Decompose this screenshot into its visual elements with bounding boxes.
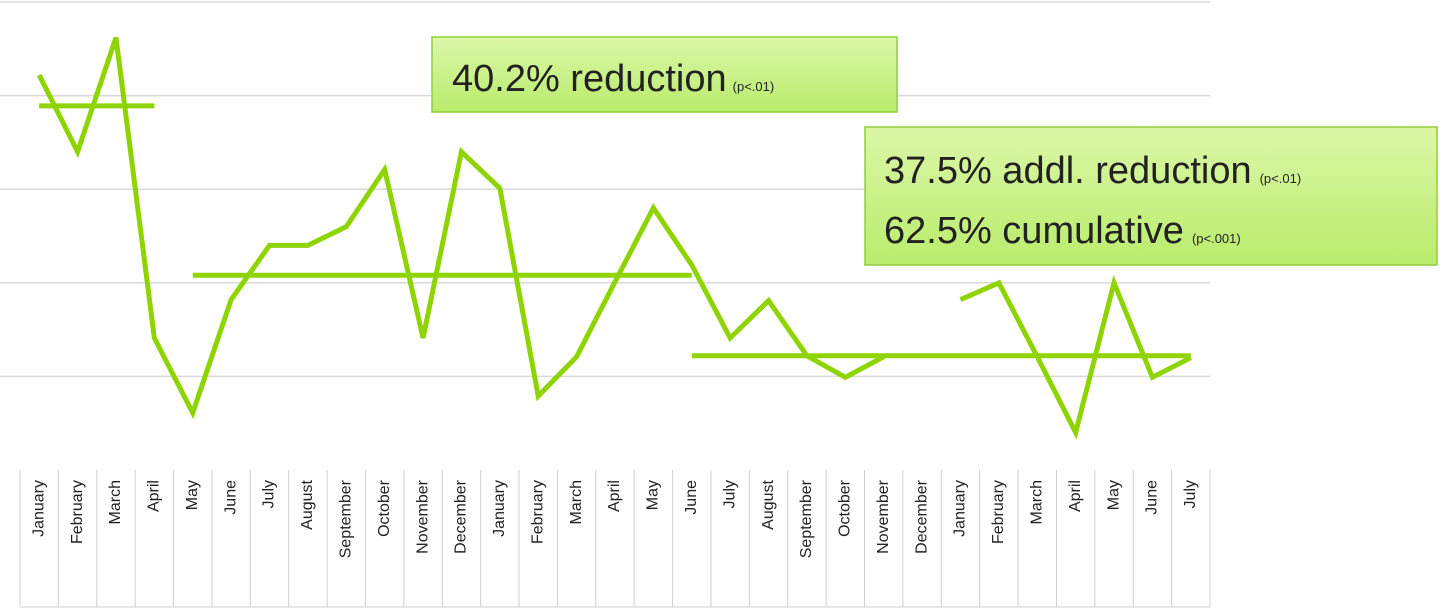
x-tick-label: August <box>760 479 777 529</box>
x-tick-label: March <box>568 480 585 524</box>
x-tick-label: January <box>30 480 47 537</box>
grid <box>0 1 1210 378</box>
x-tick-label: January <box>491 480 508 537</box>
x-tick-label: April <box>1067 480 1084 512</box>
lines <box>36 36 1192 440</box>
x-tick-label: September <box>798 479 815 558</box>
x-tick-label: December <box>453 479 470 553</box>
x-tick-label: February <box>529 480 546 544</box>
x-tick-label: June <box>683 480 700 515</box>
x-tick-label: July <box>1182 480 1199 508</box>
x-tick-label: November <box>875 479 892 553</box>
x-tick-label: May <box>1105 480 1122 510</box>
annotation: 62.5% cumulative (p<.001) <box>884 210 1241 252</box>
x-tick-label: September <box>338 479 355 558</box>
annotation-box: 37.5% addl. reduction (p<.01) 62.5% cumul… <box>864 126 1438 266</box>
x-tick-label: February <box>990 480 1007 544</box>
annotation: 40.2% reduction (p<.01) <box>452 58 774 100</box>
x-tick-label: March <box>1028 480 1045 524</box>
x-tick-label: July <box>721 480 738 508</box>
x-tick-label: July <box>261 480 278 508</box>
category-table: January February March April May June July Augu… <box>19 470 1211 608</box>
x-tick-label: June <box>1144 480 1161 515</box>
x-tick-label: August <box>299 479 316 529</box>
box <box>864 126 1438 266</box>
x-tick-label: May <box>645 480 662 510</box>
box <box>431 36 898 113</box>
x-tick-label: June <box>222 480 239 515</box>
series-line <box>36 36 1192 440</box>
x-tick-label: December <box>913 479 930 553</box>
annotation: 37.5% addl. reduction (p<.01) <box>884 150 1301 192</box>
x-tick-label: February <box>69 480 86 544</box>
x-tick-label: May <box>184 480 201 510</box>
x-tick-label: November <box>414 479 431 553</box>
x-tick-label: April <box>146 480 163 512</box>
x-tick-label: October <box>376 479 393 537</box>
x-tick-label: April <box>606 480 623 512</box>
x-tick-label: March <box>107 480 124 524</box>
x-tick-label: January <box>952 480 969 537</box>
annotation-box: 40.2% reduction (p<.01) <box>431 36 898 113</box>
x-tick-label: October <box>837 479 854 537</box>
